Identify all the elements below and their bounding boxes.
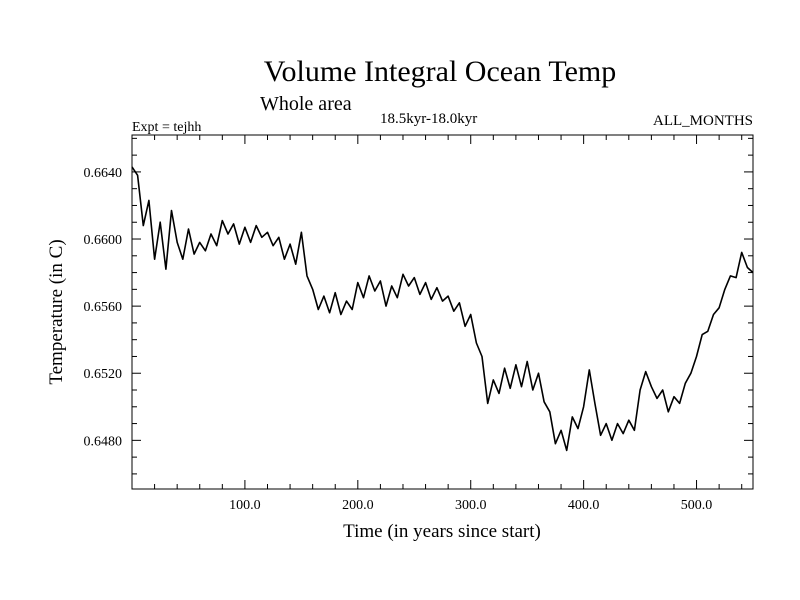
y-tick-label: 0.6600 [84,233,123,248]
axis-tick-labels: 100.0 200.0 300.0 400.0 500.0 0.6480 0.6520 0.6… [84,166,713,513]
months-label: ALL_MONTHS [653,113,753,129]
y-tick-label: 0.6560 [84,300,123,315]
series-line [131,166,754,452]
x-tick-label: 300.0 [455,498,487,513]
y-tick-label: 0.6640 [84,166,123,181]
x-tick-label: 100.0 [229,498,261,513]
x-axis-label: Time (in years since start) [343,521,541,542]
experiment-label: Expt = tejhh [132,120,201,135]
chart-subtitle: Whole area [260,93,352,115]
x-tick-label: 200.0 [342,498,374,513]
axis-ticks [132,135,753,489]
x-tick-label: 500.0 [681,498,713,513]
y-tick-label: 0.6520 [84,367,123,382]
plot-frame [131,134,754,490]
chart-title: Volume Integral Ocean Temp [264,55,617,88]
y-axis-label: Temperature (in C) [46,239,67,384]
x-tick-label: 400.0 [568,498,600,513]
period-label: 18.5kyr-18.0kyr [380,111,477,127]
y-tick-label: 0.6480 [84,434,123,449]
